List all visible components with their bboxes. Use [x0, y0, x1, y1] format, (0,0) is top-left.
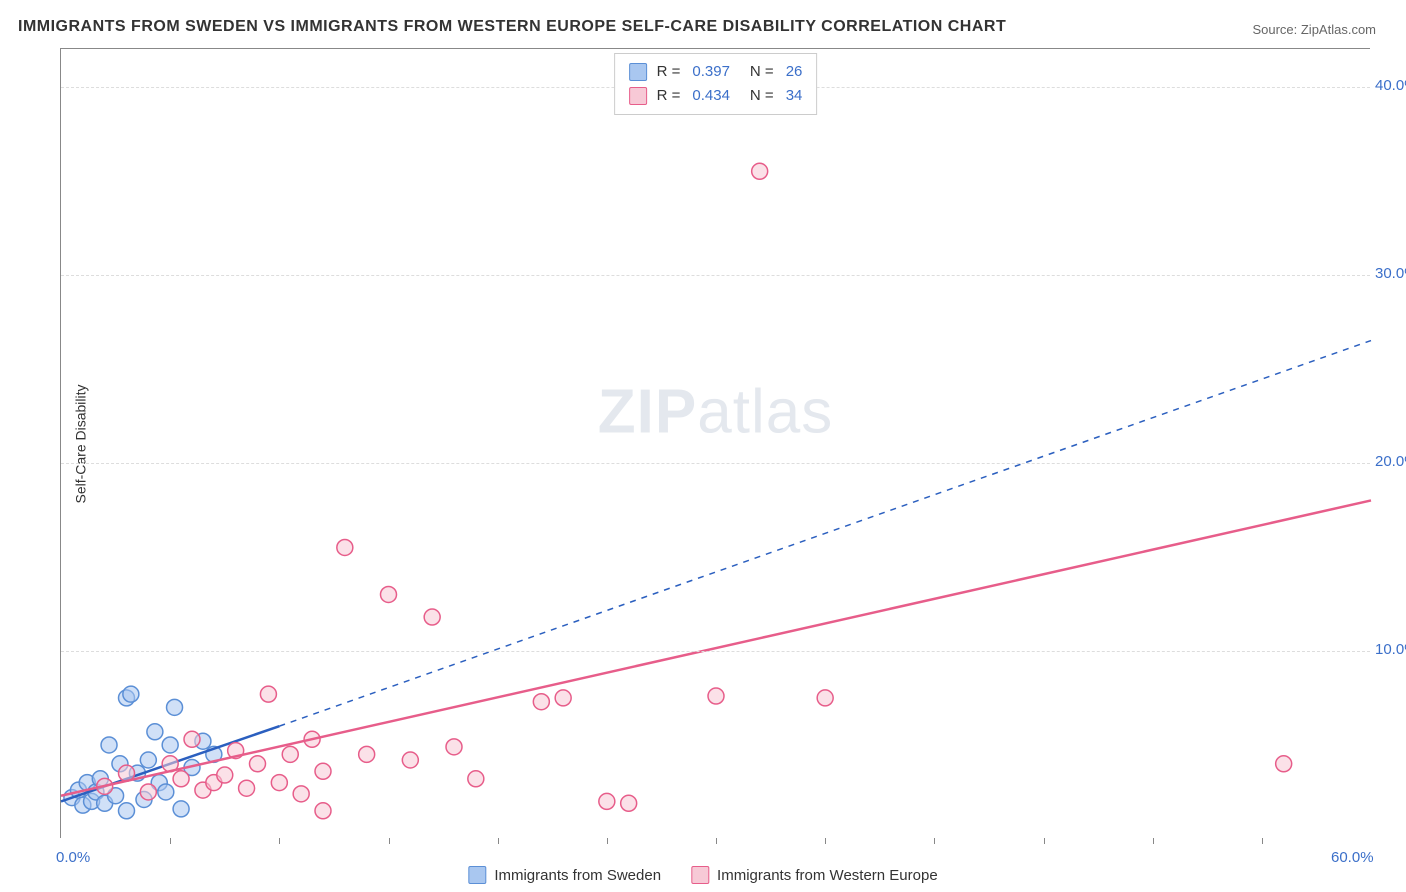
- plot-svg: [61, 49, 1370, 838]
- trend-line-solid: [61, 500, 1371, 795]
- plot-area: Self-Care Disability ZIPatlas R =0.397N …: [60, 48, 1370, 838]
- scatter-point: [184, 731, 200, 747]
- chart-container: IMMIGRANTS FROM SWEDEN VS IMMIGRANTS FRO…: [0, 0, 1406, 892]
- correlation-legend-row: R = 0.397 N = 26: [629, 60, 803, 84]
- scatter-point: [424, 609, 440, 625]
- trend-line-dashed: [279, 341, 1371, 727]
- x-tick-mark: [934, 838, 935, 844]
- n-value: 26: [786, 60, 803, 84]
- x-tick-mark: [1262, 838, 1263, 844]
- y-tick-label: 10.0%: [1375, 641, 1406, 658]
- bottom-legend: Immigrants from Sweden Immigrants from We…: [468, 866, 937, 884]
- series-name: Immigrants from Sweden: [494, 867, 661, 884]
- y-tick-label: 40.0%: [1375, 77, 1406, 94]
- n-label: N =: [750, 60, 774, 84]
- x-tick-mark: [389, 838, 390, 844]
- scatter-point: [337, 539, 353, 555]
- scatter-point: [101, 737, 117, 753]
- scatter-point: [123, 686, 139, 702]
- scatter-point: [158, 784, 174, 800]
- scatter-point: [260, 686, 276, 702]
- scatter-point: [752, 163, 768, 179]
- x-tick-mark: [1044, 838, 1045, 844]
- x-tick-mark: [170, 838, 171, 844]
- legend-swatch: [691, 866, 709, 884]
- legend-swatch: [468, 866, 486, 884]
- scatter-point: [293, 786, 309, 802]
- scatter-point: [250, 756, 266, 772]
- y-tick-label: 20.0%: [1375, 453, 1406, 470]
- r-value: 0.397: [692, 60, 730, 84]
- legend-swatch: [629, 63, 647, 81]
- scatter-point: [708, 688, 724, 704]
- scatter-point: [140, 784, 156, 800]
- series-name: Immigrants from Western Europe: [717, 867, 938, 884]
- chart-title: IMMIGRANTS FROM SWEDEN VS IMMIGRANTS FRO…: [18, 18, 1006, 36]
- scatter-point: [402, 752, 418, 768]
- source-attribution: Source: ZipAtlas.com: [1252, 22, 1376, 37]
- n-value: 34: [786, 84, 803, 108]
- bottom-legend-item: Immigrants from Western Europe: [691, 866, 938, 884]
- scatter-point: [167, 699, 183, 715]
- legend-swatch: [629, 87, 647, 105]
- scatter-point: [381, 586, 397, 602]
- scatter-point: [599, 793, 615, 809]
- r-label: R =: [657, 84, 681, 108]
- scatter-point: [468, 771, 484, 787]
- n-label: N =: [750, 84, 774, 108]
- scatter-point: [555, 690, 571, 706]
- x-tick-mark: [498, 838, 499, 844]
- x-tick-mark: [279, 838, 280, 844]
- x-tick-label: 0.0%: [56, 849, 90, 866]
- x-tick-mark: [607, 838, 608, 844]
- scatter-point: [446, 739, 462, 755]
- scatter-point: [315, 763, 331, 779]
- r-value: 0.434: [692, 84, 730, 108]
- scatter-point: [147, 724, 163, 740]
- r-label: R =: [657, 60, 681, 84]
- x-tick-label: 60.0%: [1331, 849, 1374, 866]
- y-tick-label: 30.0%: [1375, 265, 1406, 282]
- scatter-point: [817, 690, 833, 706]
- grid-line: [61, 463, 1370, 464]
- grid-line: [61, 275, 1370, 276]
- scatter-point: [315, 803, 331, 819]
- x-tick-mark: [825, 838, 826, 844]
- scatter-point: [162, 737, 178, 753]
- scatter-point: [1276, 756, 1292, 772]
- scatter-point: [359, 746, 375, 762]
- scatter-point: [119, 803, 135, 819]
- scatter-point: [173, 771, 189, 787]
- scatter-point: [217, 767, 233, 783]
- scatter-point: [239, 780, 255, 796]
- correlation-legend-row: R = 0.434 N = 34: [629, 84, 803, 108]
- scatter-point: [271, 775, 287, 791]
- correlation-legend: R = 0.397 N = 26 R = 0.434 N = 34: [614, 53, 818, 115]
- x-tick-mark: [716, 838, 717, 844]
- grid-line: [61, 651, 1370, 652]
- scatter-point: [621, 795, 637, 811]
- scatter-point: [533, 694, 549, 710]
- scatter-point: [140, 752, 156, 768]
- scatter-point: [282, 746, 298, 762]
- x-tick-mark: [1153, 838, 1154, 844]
- bottom-legend-item: Immigrants from Sweden: [468, 866, 661, 884]
- scatter-point: [173, 801, 189, 817]
